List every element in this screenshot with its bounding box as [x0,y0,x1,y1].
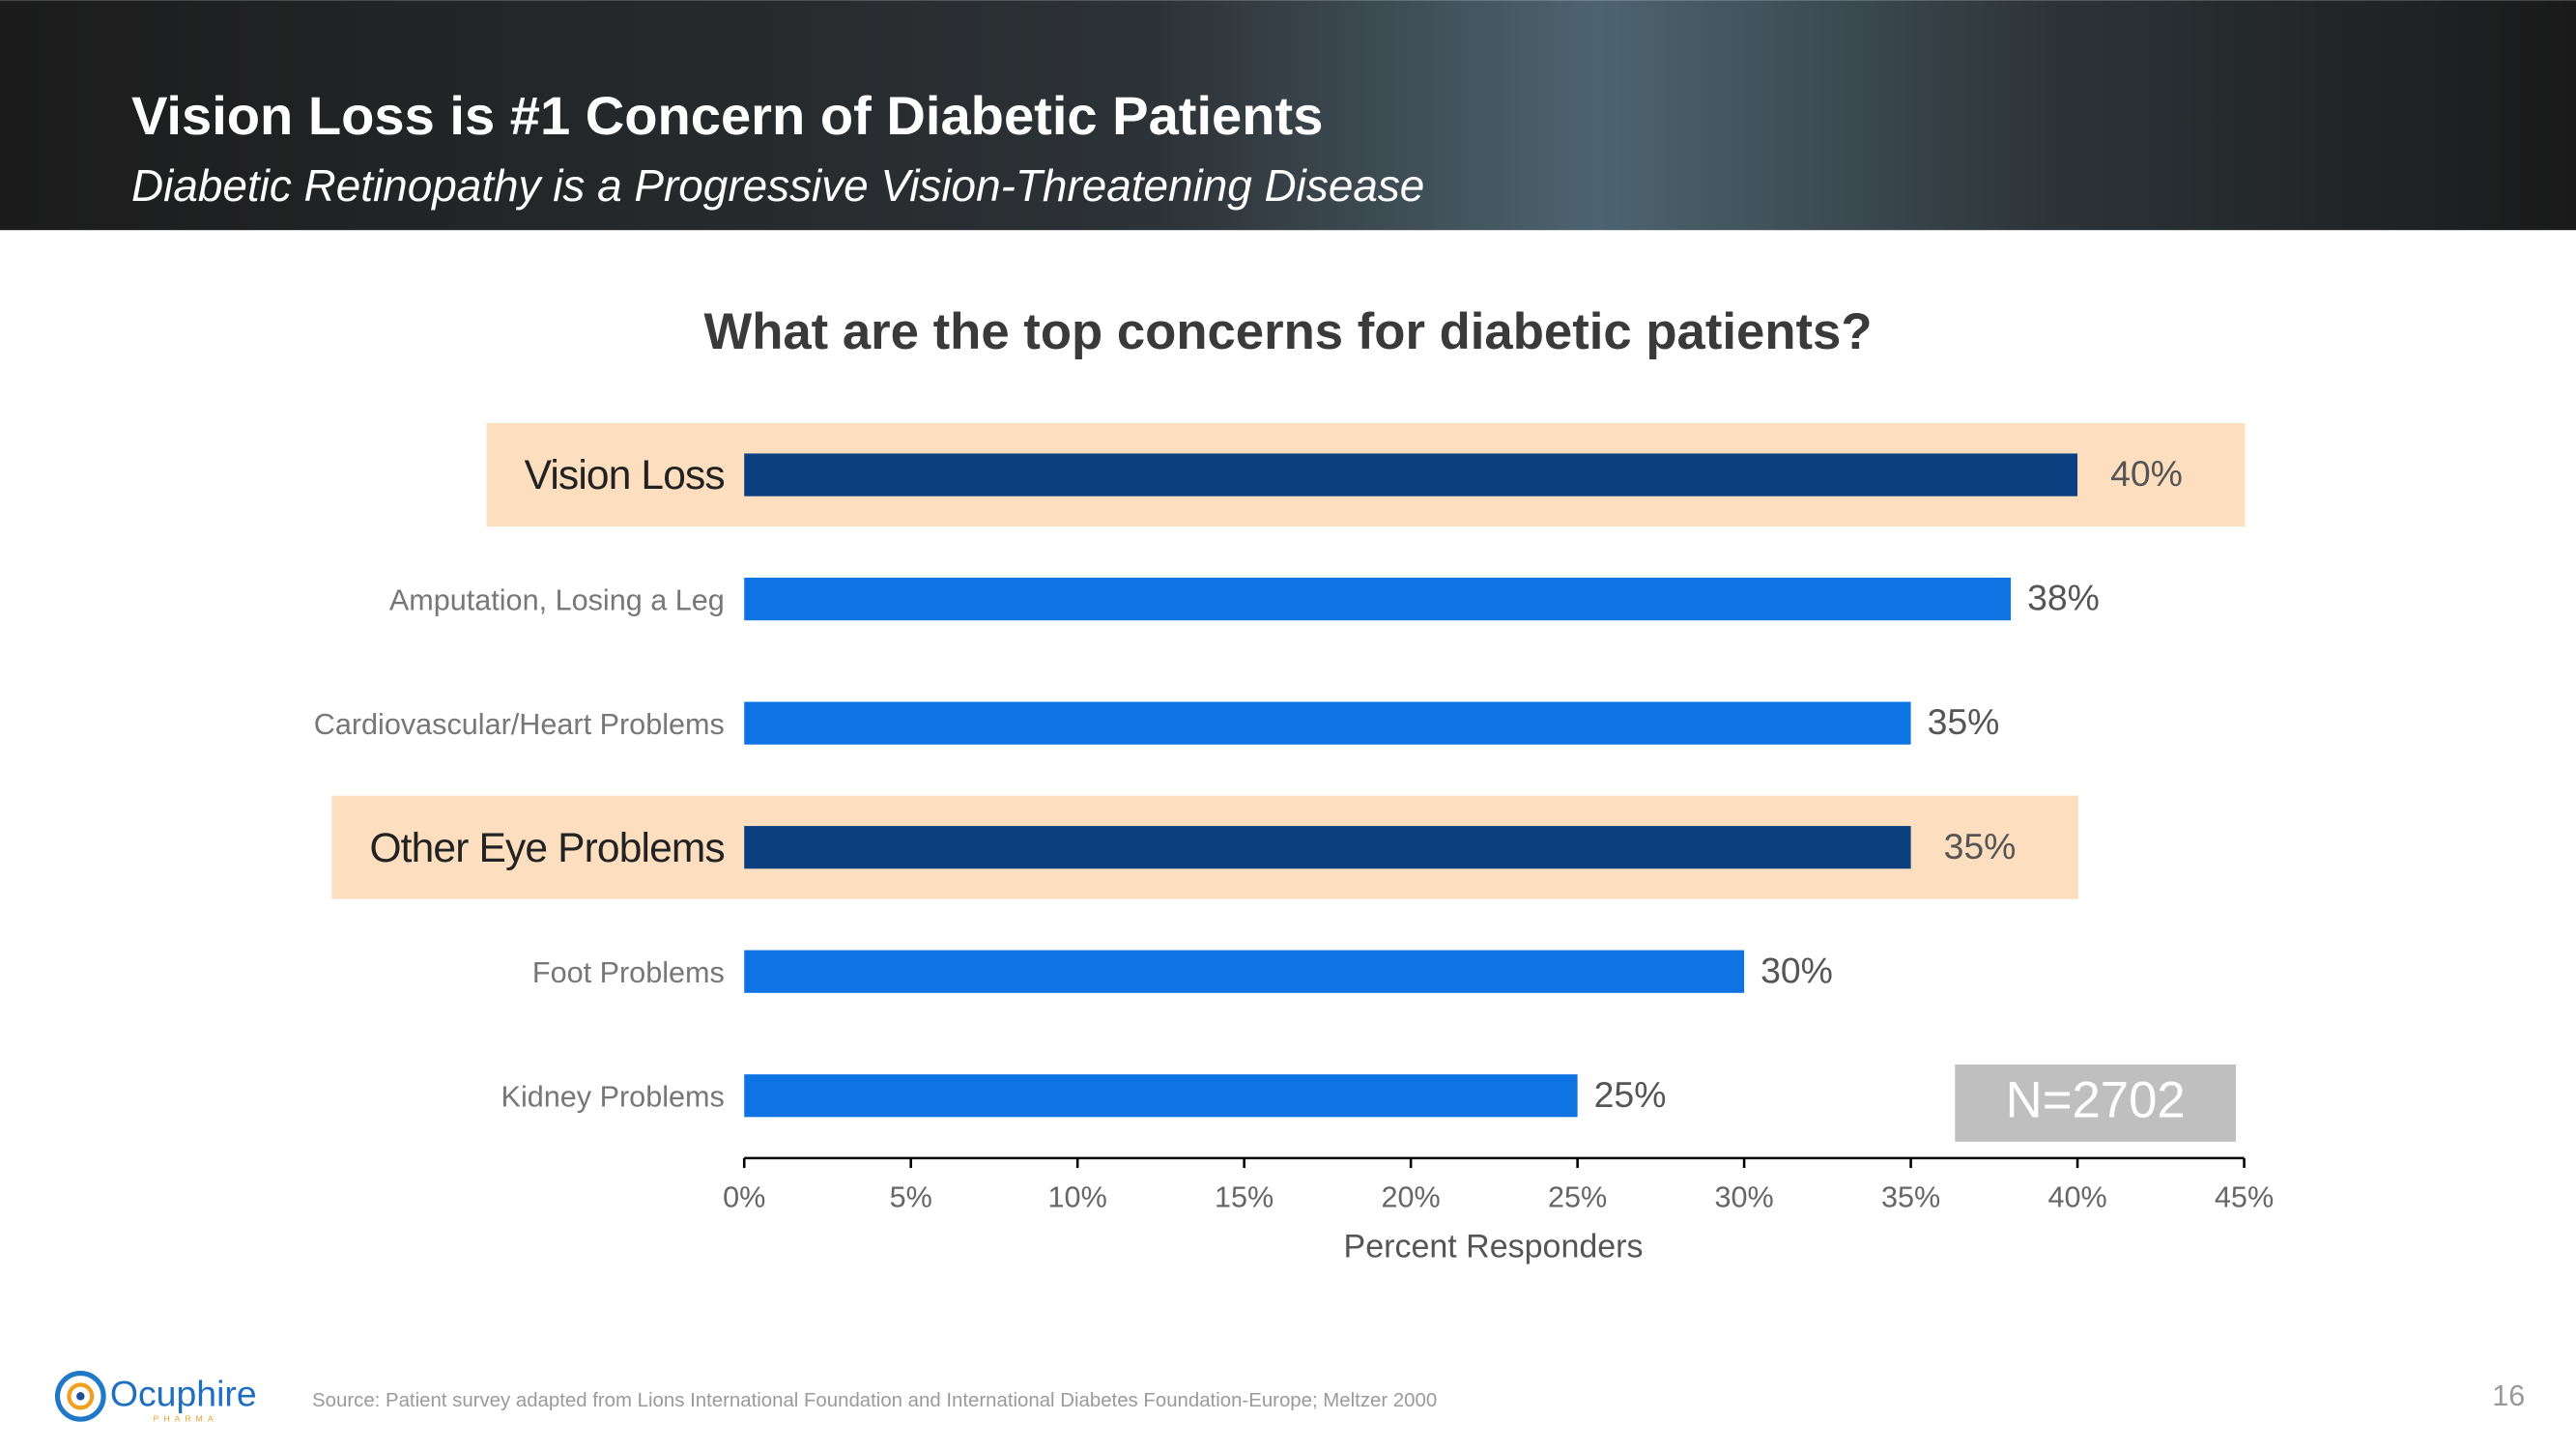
slide-subtitle: Diabetic Retinopathy is a Progressive Vi… [131,160,1424,211]
logo-dot [76,1392,85,1401]
logo-subtext: PHARMA [154,1413,218,1423]
x-tick-label: 0% [723,1180,765,1213]
x-tick-label: 30% [1714,1180,1773,1213]
x-tick-label: 5% [890,1180,932,1213]
value-label: 35% [1944,826,2017,867]
annotation: N=2702 [2006,1072,2186,1129]
category-label: Vision Loss [525,453,725,498]
x-tick-label: 40% [2047,1180,2106,1213]
category-label: Other Eye Problems [369,826,724,871]
bar [744,1074,1578,1118]
value-label: 25% [1594,1074,1667,1115]
logo-inner [67,1382,95,1410]
plot: 0% 5% 10% 15% 20% 25% 30% 35% 40% 45% Vision Loss 4… [314,453,2274,1213]
logo-text: Ocuphire [110,1373,257,1413]
category-label: Kidney Problems [501,1081,725,1114]
category-label: Cardiovascular/Heart Problems [314,708,725,741]
x-tick-label: 35% [1881,1180,1940,1213]
logo: Ocuphire PHARMA [54,1371,257,1423]
bar [744,701,1911,745]
chart-title: What are the top concerns for diabetic p… [703,303,1872,360]
category-label: Foot Problems [532,956,725,989]
bar [744,950,1745,993]
x-tick-label: 45% [2215,1180,2274,1213]
bar [744,453,2078,497]
category-label: Amputation, Losing a Leg [389,584,725,617]
value-label: 35% [1928,701,2000,742]
page-number: 16 [2492,1379,2525,1412]
slide-title: Vision Loss is #1 Concern of Diabetic Pa… [131,85,1323,146]
x-tick-label: 25% [1548,1180,1607,1213]
header-background [0,0,2576,231]
bar [744,577,2012,621]
logo-ring [54,1371,106,1422]
x-axis-label: Percent Responders [1344,1228,1644,1264]
value-label: 38% [2027,578,2100,618]
bar [744,826,1911,869]
annotation-box [1955,1064,2237,1142]
x-tick-label: 10% [1048,1180,1107,1213]
x-tick-label: 15% [1215,1180,1274,1213]
source-note: Source: Patient survey adapted from Lion… [312,1390,1437,1411]
value-label: 40% [2110,453,2183,494]
x-tick-label: 20% [1382,1180,1441,1213]
value-label: 30% [1760,950,1833,990]
